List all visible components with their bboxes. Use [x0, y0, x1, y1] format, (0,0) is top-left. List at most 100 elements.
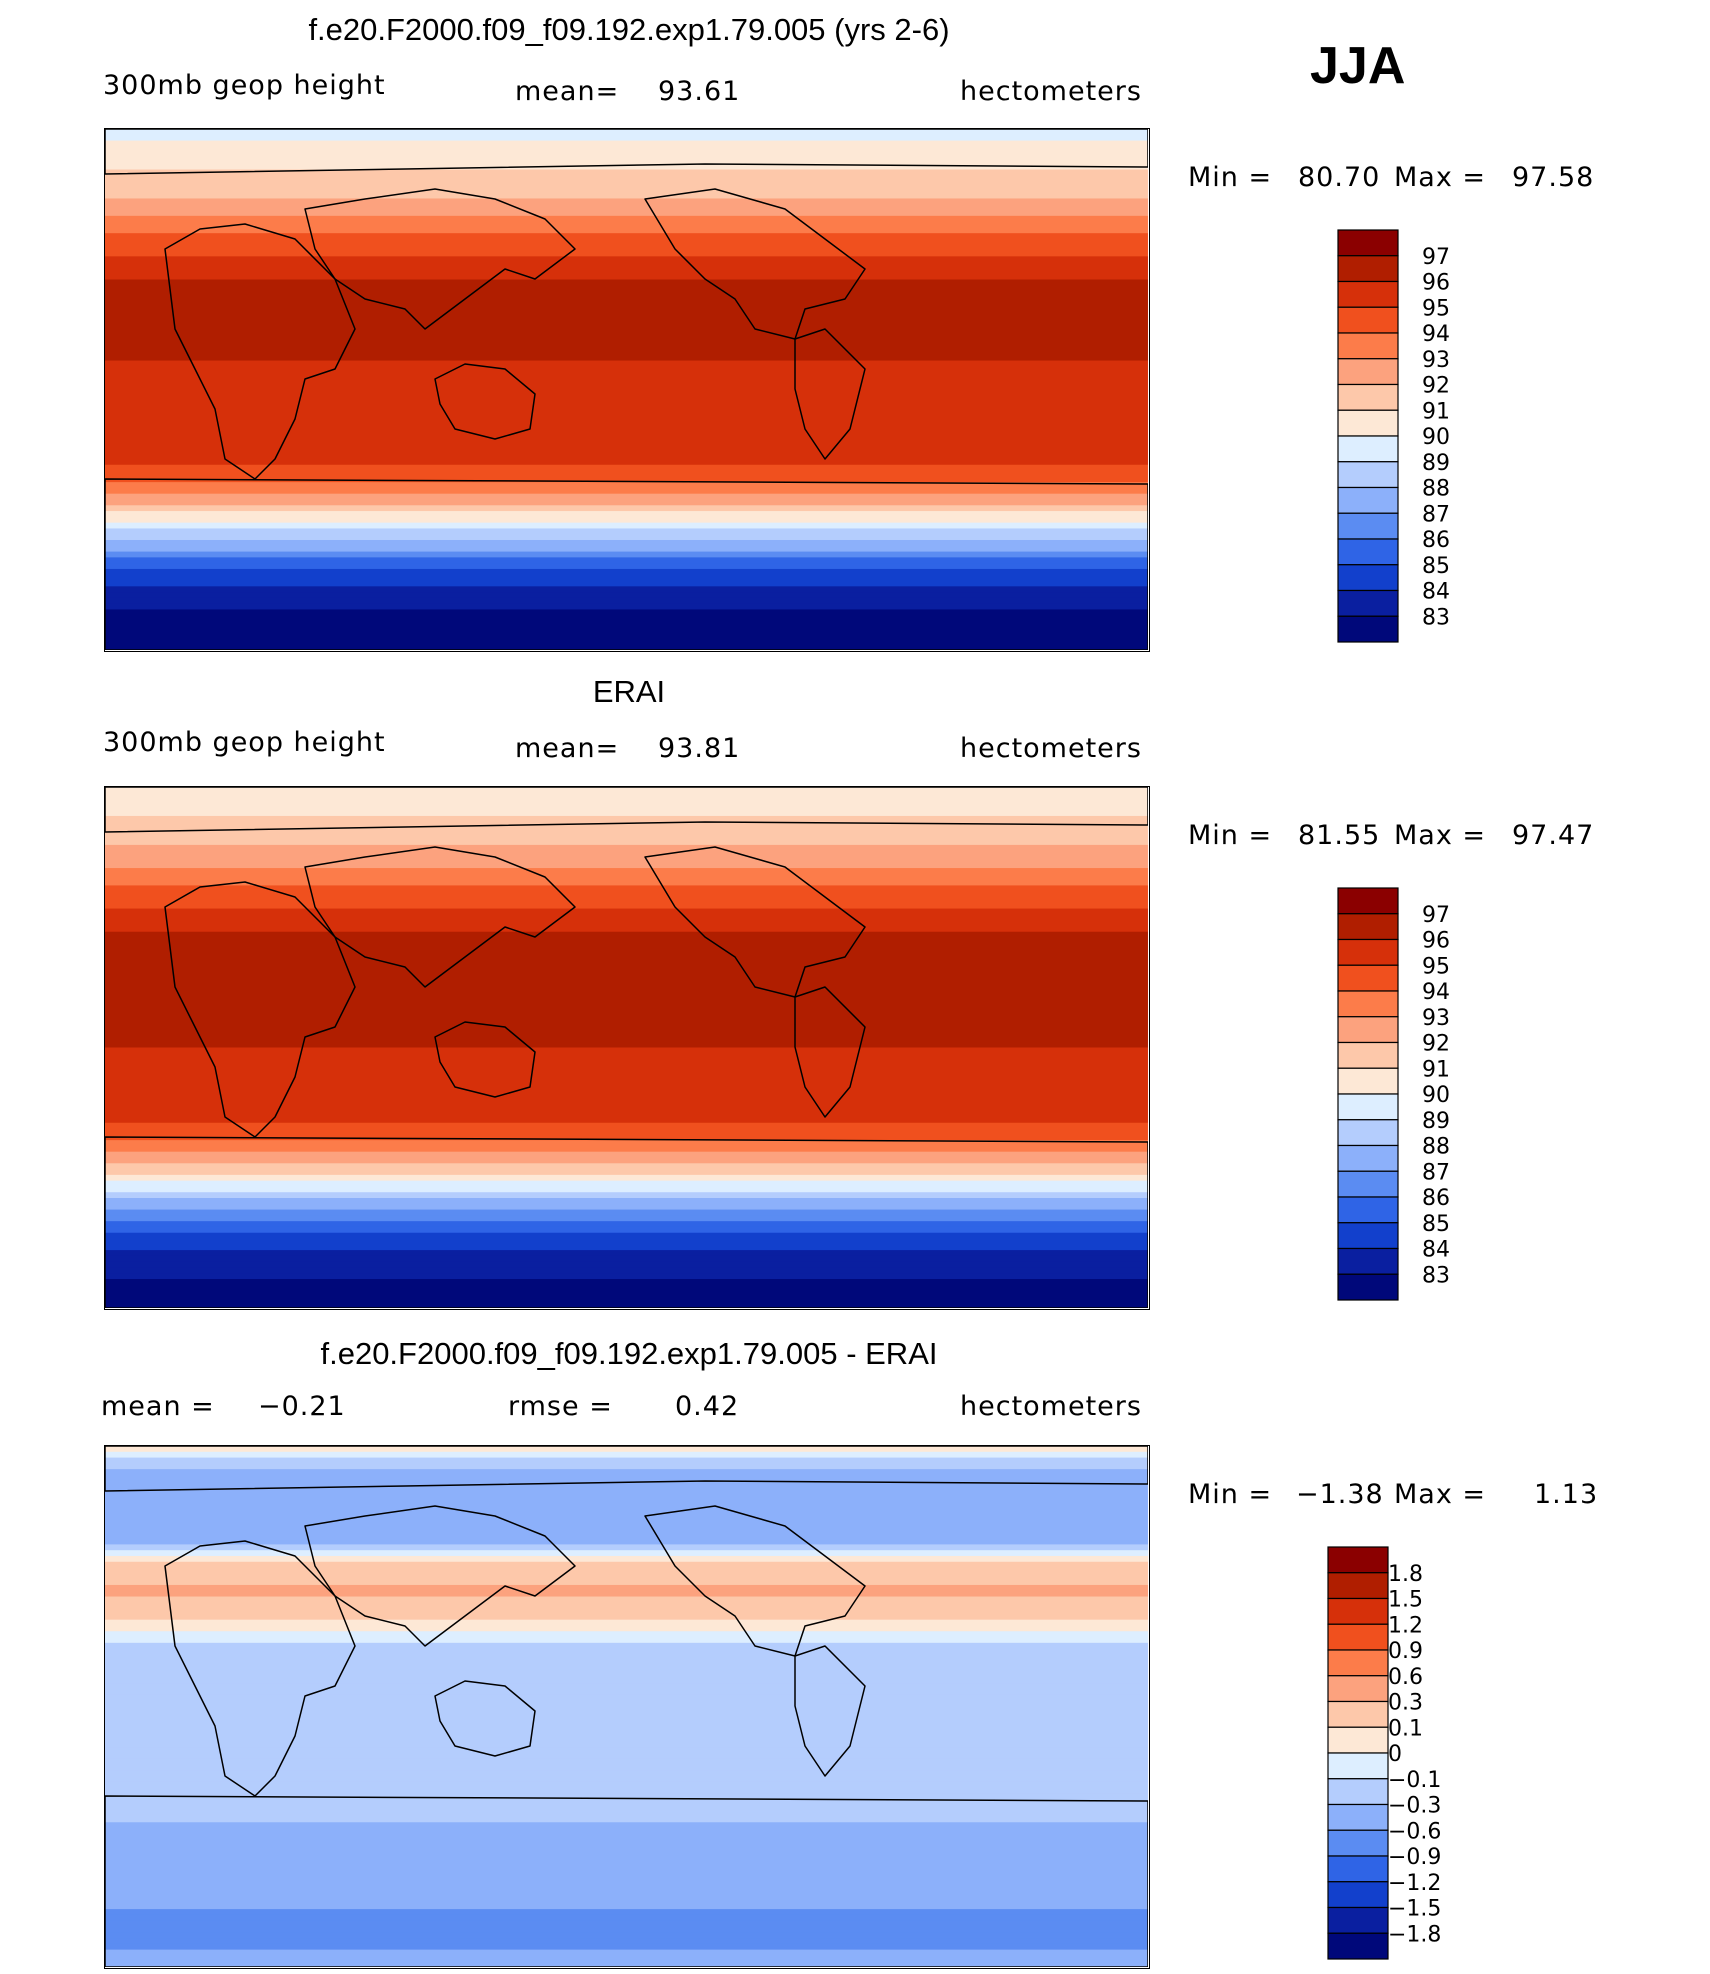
- field-band: [105, 1584, 1148, 1592]
- field-band: [105, 1244, 1148, 1251]
- field-band: [105, 1677, 1148, 1684]
- colorbar-level-label: 83: [1422, 1263, 1450, 1288]
- colorbar-level-label: 89: [1422, 1109, 1450, 1134]
- field-band: [105, 937, 1148, 944]
- field-band: [105, 1198, 1148, 1205]
- colorbar-swatch: [1337, 383, 1399, 411]
- field-band: [105, 966, 1148, 973]
- colorbar-level-label: 95: [1422, 954, 1450, 979]
- field-band: [105, 978, 1148, 985]
- field-band: [105, 1255, 1148, 1263]
- field-band: [105, 1828, 1148, 1835]
- field-band: [105, 621, 1148, 628]
- field-band: [105, 1053, 1148, 1060]
- field-band: [105, 1579, 1148, 1586]
- field-band: [105, 343, 1148, 350]
- field-band: [105, 1012, 1148, 1020]
- field-band: [105, 1105, 1148, 1112]
- field-band: [105, 1503, 1148, 1511]
- colorbar-swatch: [1337, 1119, 1399, 1147]
- field-band: [105, 325, 1148, 333]
- colorbar-swatch: [1337, 938, 1399, 966]
- field-band: [105, 528, 1148, 535]
- panel3-mean-label: mean =: [101, 1391, 215, 1422]
- panel3-rmse-label: rmse =: [508, 1391, 613, 1422]
- field-band: [105, 1961, 1148, 1967]
- field-band: [105, 1903, 1148, 1910]
- field-band: [105, 632, 1148, 640]
- field-band: [105, 615, 1148, 622]
- panel2-max-value: 97.47: [1512, 820, 1595, 851]
- field-band: [105, 586, 1148, 593]
- field-band: [105, 557, 1148, 564]
- field-band: [105, 441, 1148, 448]
- field-band: [105, 210, 1148, 217]
- field-band: [105, 1099, 1148, 1106]
- colorbar-swatch: [1327, 1778, 1389, 1806]
- coastline: [105, 129, 1148, 175]
- colorbar-level-label: 93: [1422, 348, 1450, 373]
- field-band: [105, 551, 1148, 558]
- field-band: [105, 250, 1148, 257]
- colorbar-level-label: 0.1: [1388, 1716, 1423, 1741]
- field-band: [105, 1851, 1148, 1858]
- colorbar-level-label: −1.2: [1388, 1871, 1441, 1896]
- field-band: [105, 1926, 1148, 1933]
- field-band: [105, 972, 1148, 979]
- field-band: [105, 152, 1148, 159]
- field-band: [105, 1492, 1148, 1499]
- colorbar-level-label: −0.1: [1388, 1768, 1441, 1793]
- field-band: [105, 175, 1148, 182]
- field-band: [105, 1648, 1148, 1655]
- field-band: [105, 221, 1148, 229]
- coastline: [105, 478, 1148, 650]
- field-band: [105, 1250, 1148, 1257]
- colorbar-level-label: 85: [1422, 554, 1450, 579]
- field-band: [105, 134, 1148, 142]
- field-band: [105, 1845, 1148, 1852]
- colorbar-level-label: 96: [1422, 929, 1450, 954]
- colorbar-level-label: 94: [1422, 322, 1450, 347]
- colorbar-swatch: [1327, 1649, 1389, 1677]
- colorbar-swatch: [1327, 1726, 1389, 1754]
- field-band: [105, 1920, 1148, 1928]
- field-band: [105, 1694, 1148, 1702]
- field-band: [105, 1047, 1148, 1054]
- field-band: [105, 1561, 1148, 1569]
- field-band: [105, 308, 1148, 315]
- panel1-units: hectometers: [960, 76, 1142, 107]
- colorbar-swatch: [1327, 1906, 1389, 1934]
- field-band: [105, 1689, 1148, 1696]
- field-band: [105, 238, 1148, 246]
- field-band: [105, 1059, 1148, 1066]
- colorbar-level-label: 0.6: [1388, 1665, 1423, 1690]
- field-band: [105, 1712, 1148, 1719]
- colorbar-swatch: [1337, 1170, 1399, 1198]
- field-band: [105, 406, 1148, 414]
- field-band: [105, 273, 1148, 281]
- field-band: [105, 815, 1148, 823]
- field-band: [105, 470, 1148, 477]
- field-band: [105, 1891, 1148, 1899]
- field-band: [105, 902, 1148, 910]
- colorbar-swatch: [1327, 1803, 1389, 1831]
- field-band: [105, 1833, 1148, 1841]
- colorbar-swatch: [1327, 1572, 1389, 1600]
- field-band: [105, 1122, 1148, 1130]
- field-band: [105, 1816, 1148, 1823]
- field-band: [105, 1515, 1148, 1522]
- field-band: [105, 1752, 1148, 1760]
- field-band: [105, 1446, 1148, 1453]
- colorbar-level-label: 89: [1422, 451, 1450, 476]
- coastline: [105, 787, 1148, 833]
- colorbar-level-label: 95: [1422, 296, 1450, 321]
- field-band: [105, 821, 1148, 829]
- coastline: [304, 846, 576, 988]
- field-band: [105, 267, 1148, 275]
- field-band: [105, 1885, 1148, 1893]
- field-band: [105, 435, 1148, 443]
- field-band: [105, 1273, 1148, 1280]
- field-band: [105, 1874, 1148, 1881]
- field-band: [105, 1741, 1148, 1748]
- field-band: [105, 372, 1148, 379]
